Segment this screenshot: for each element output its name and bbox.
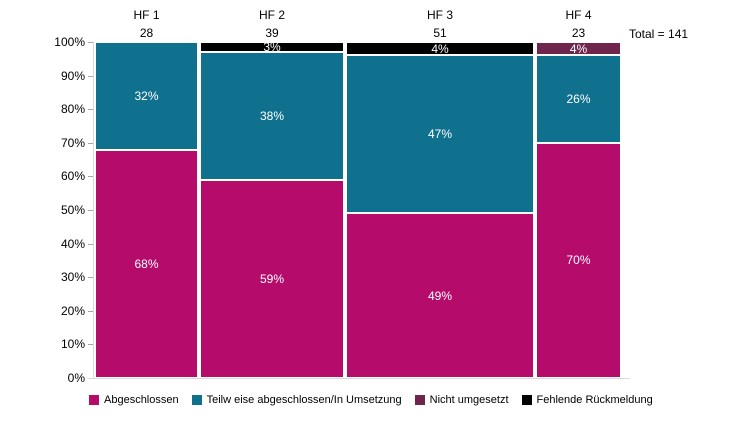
total-label: Total = 141	[629, 27, 689, 41]
segment-value-label: 26%	[566, 92, 591, 107]
column-header-count: 28	[139, 26, 154, 40]
y-axis-tick-mark	[88, 75, 93, 77]
y-axis-tick-label: 0%	[67, 371, 85, 385]
y-axis-tick-label: 80%	[60, 102, 85, 117]
legend-swatch	[191, 395, 202, 405]
y-axis-tick-mark	[88, 243, 93, 245]
legend-label: Abgeschlossen	[104, 394, 179, 406]
y-axis-tick-label: 40%	[60, 236, 85, 251]
segment-value-label: 47%	[427, 127, 453, 142]
segment-teilw-eise-abgeschlossen-in-umsetzung: 38%	[200, 52, 344, 180]
segment-nicht-umgesetzt: 4%	[536, 41, 621, 56]
bar-hf-2: 59% 38% 3%	[200, 40, 344, 378]
legend-label: Fehlende Rückmeldung	[536, 394, 653, 406]
y-axis-tick-mark	[88, 310, 93, 312]
y-axis-tick-mark	[88, 42, 93, 43]
column-header-label: HF 4	[565, 8, 592, 22]
legend-swatch	[521, 395, 532, 405]
segment-abgeschlossen: 70%	[536, 142, 621, 378]
segment-value-label: 4%	[569, 41, 588, 56]
chart-legend: Abgeschlossen Teilw eise abgeschlossen/In…	[89, 394, 666, 406]
segment-fehlende-rückmeldung: 4%	[346, 41, 534, 56]
bar-hf-4: 70% 26% 4%	[536, 42, 621, 378]
legend-label: Nicht umgesetzt	[429, 394, 509, 406]
y-axis-tick-label: 20%	[60, 303, 85, 318]
y-axis-tick-mark	[88, 142, 93, 144]
segment-teilw-eise-abgeschlossen-in-umsetzung: 47%	[346, 55, 534, 214]
column-header-label: HF 2	[258, 8, 285, 22]
y-axis-tick-label: 60%	[60, 169, 85, 184]
column-header-count: 39	[265, 26, 279, 40]
x-axis-line	[88, 378, 630, 379]
column-header-count: 23	[571, 26, 586, 40]
segment-abgeschlossen: 59%	[200, 179, 344, 378]
legend-swatch	[414, 395, 425, 405]
y-axis-tick-label: 50%	[60, 203, 85, 217]
segment-value-label: 38%	[259, 108, 285, 123]
legend-swatch	[89, 395, 99, 405]
column-header-label: HF 3	[426, 8, 453, 22]
y-axis-tick-label: 100%	[54, 35, 85, 49]
segment-fehlende-rückmeldung: 3%	[200, 40, 344, 55]
segment-value-label: 59%	[259, 271, 285, 286]
segment-value-label: 3%	[263, 40, 281, 55]
y-axis-tick-mark	[88, 109, 93, 111]
legend-item: Abgeschlossen	[89, 394, 179, 406]
segment-teilw-eise-abgeschlossen-in-umsetzung: 26%	[536, 55, 621, 143]
y-axis-tick-label: 10%	[60, 337, 85, 352]
legend-item: Fehlende Rückmeldung	[521, 394, 653, 406]
legend-item: Nicht umgesetzt	[414, 394, 509, 406]
y-axis-tick-label: 70%	[60, 135, 85, 150]
segment-abgeschlossen: 68%	[95, 149, 198, 378]
y-axis-tick-mark	[88, 277, 93, 279]
y-axis-tick-mark	[88, 344, 93, 346]
segment-value-label: 4%	[431, 41, 449, 56]
y-axis-line	[93, 42, 94, 379]
segment-value-label: 32%	[134, 88, 159, 103]
y-axis-tick-label: 30%	[60, 270, 85, 285]
segment-value-label: 70%	[566, 253, 591, 268]
column-header-label: HF 1	[133, 8, 160, 22]
bar-hf-3: 49% 47% 4%	[346, 42, 534, 378]
segment-value-label: 49%	[427, 288, 453, 303]
y-axis-tick-mark	[88, 210, 93, 211]
bar-hf-1: 68% 32%	[95, 42, 198, 378]
y-axis-tick-label: 90%	[60, 68, 85, 83]
segment-abgeschlossen: 49%	[346, 213, 534, 378]
legend-label: Teilw eise abgeschlossen/In Umsetzung	[206, 394, 402, 406]
legend-item: Teilw eise abgeschlossen/In Umsetzung	[191, 394, 402, 406]
segment-value-label: 68%	[134, 256, 159, 271]
segment-teilw-eise-abgeschlossen-in-umsetzung: 32%	[95, 42, 198, 150]
y-axis-tick-mark	[88, 176, 93, 178]
column-header-count: 51	[433, 26, 447, 40]
